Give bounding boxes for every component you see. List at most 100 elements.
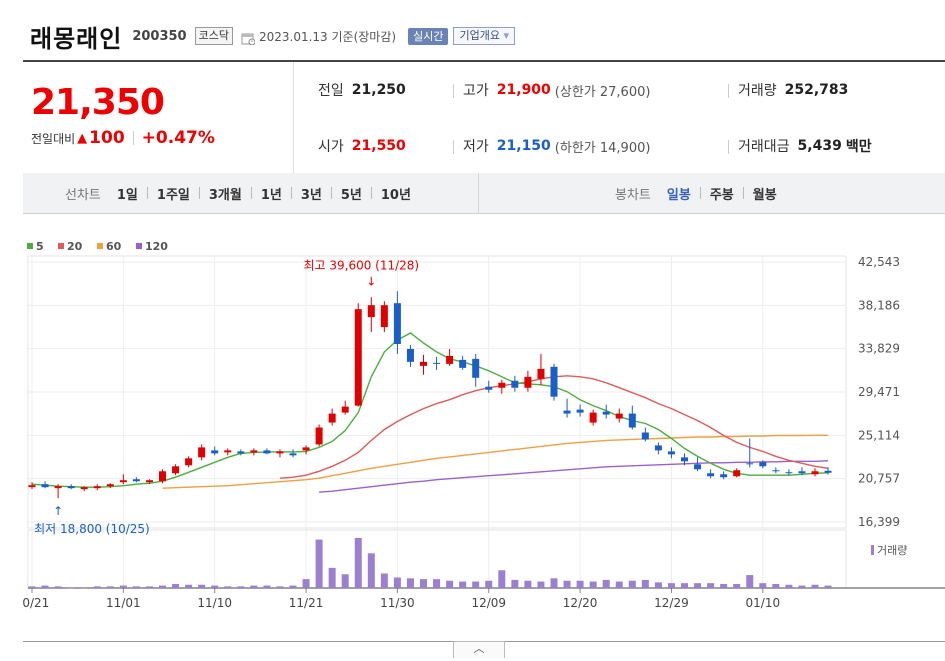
legend-label: 120	[145, 240, 168, 253]
candle-body	[54, 486, 62, 489]
volume-bar	[119, 585, 127, 588]
volume-bar	[511, 579, 519, 588]
tab-5y[interactable]: 5년	[340, 187, 362, 203]
calendar-icon	[241, 30, 256, 45]
divider	[250, 187, 252, 199]
volume: 거래량 252,783	[738, 80, 848, 100]
volume-bar	[472, 581, 480, 588]
open-label: 시가	[318, 139, 344, 155]
y-tick-label: 16,399	[858, 515, 900, 529]
chevron-up-icon: ︿	[473, 642, 485, 655]
candle-body	[224, 450, 232, 453]
stock-chart-svg[interactable]: 42,543 38,186 33,829 29,471 25,114 20,757 16,3…	[15, 230, 945, 650]
current-price: 21,350	[31, 82, 165, 123]
change-value: 100	[89, 128, 125, 148]
tab-10y[interactable]: 10년	[380, 187, 411, 203]
candle-body	[759, 462, 767, 467]
ma60-line	[162, 434, 829, 489]
volume-bar	[615, 581, 623, 588]
y-tick-label: 20,757	[858, 472, 900, 486]
volume-bar	[250, 585, 258, 588]
change-percent: +0.47%	[141, 128, 215, 148]
stock-code: 200350	[132, 28, 187, 44]
volume-bar	[524, 580, 532, 588]
tab-1w[interactable]: 1주일	[156, 187, 190, 203]
divider	[132, 131, 134, 145]
tab-weekly[interactable]: 주봉	[709, 187, 734, 203]
candle-body	[328, 413, 336, 423]
ma5-line	[31, 332, 829, 488]
volume-bar	[733, 583, 741, 588]
volume-bar	[54, 586, 62, 588]
volume-bar	[224, 586, 232, 588]
volume-bar	[420, 579, 427, 588]
candle-body	[263, 450, 271, 454]
x-tick-label: 01/10	[746, 596, 781, 610]
candle-body	[720, 474, 728, 478]
divider	[728, 84, 729, 98]
candle-body	[198, 447, 206, 458]
collapse-toggle-button[interactable]: ︿	[453, 641, 505, 658]
tab-3m[interactable]: 3개월	[208, 187, 242, 203]
candle-body	[380, 305, 388, 328]
arrow-down-icon: ↓	[366, 274, 376, 288]
company-info-label: 기업개요	[459, 29, 500, 42]
tab-monthly[interactable]: 월봉	[752, 187, 777, 203]
high-price: 고가 21,900 (상한가 27,600)	[463, 80, 650, 100]
y-tick-label: 42,543	[858, 255, 900, 269]
candle-body	[576, 409, 584, 413]
change-label: 전일대비	[31, 131, 76, 146]
volume-bar	[315, 539, 323, 588]
candle-body	[824, 470, 832, 473]
volume-bar	[681, 583, 688, 588]
volume-bar	[132, 586, 140, 588]
candle-body	[341, 406, 349, 413]
x-tick-label: 11/30	[380, 596, 415, 610]
candle-body	[615, 413, 623, 419]
divider	[478, 173, 479, 213]
candle-body	[537, 368, 545, 379]
candle-body	[563, 410, 571, 414]
candle-body	[41, 484, 49, 488]
chart-tabbar: 선차트 1일 1주일 3개월 1년 3년 5년 10년 봉차트 일봉 주봉 월봉	[23, 173, 945, 214]
tab-daily[interactable]: 일봉	[666, 187, 691, 203]
candle-body	[446, 355, 454, 364]
volume-bar	[406, 578, 414, 588]
tab-1y[interactable]: 1년	[260, 187, 282, 203]
candle-body	[433, 362, 441, 364]
lower-limit: (하한가 14,900)	[554, 140, 651, 156]
candle-body	[145, 480, 153, 483]
change-row: 전일대비 ▲ 100 +0.47%	[31, 128, 215, 148]
arrow-up-icon: ↑	[53, 504, 63, 518]
open-value: 21,550	[351, 138, 406, 154]
company-info-button[interactable]: 기업개요 ▾	[453, 27, 515, 45]
volume-bar	[93, 586, 101, 588]
volume-bar	[759, 583, 767, 588]
realtime-button[interactable]: 실시간	[408, 27, 449, 45]
tab-3y[interactable]: 3년	[300, 187, 322, 203]
tab-1d[interactable]: 1일	[116, 187, 138, 203]
ma120-line	[319, 460, 829, 493]
candle-chart-label: 봉차트	[615, 187, 651, 203]
candle-body	[28, 485, 36, 488]
divider	[699, 187, 701, 199]
candle-body	[276, 451, 284, 454]
title-row: 래몽래인 200350 코스닥 2023.01.13 기준(장마감) 실시간 기…	[30, 18, 515, 54]
prev-close-label: 전일	[318, 83, 344, 99]
candle-body	[602, 411, 610, 415]
y-tick-label: 25,114	[858, 428, 900, 442]
trade-amount: 거래대금 5,439 백만	[738, 136, 872, 156]
volume-bar	[628, 580, 636, 588]
volume-bar	[172, 583, 180, 588]
market-badge: 코스닥	[194, 27, 233, 45]
candle-body	[498, 382, 506, 388]
candle-body	[67, 486, 75, 489]
stock-chart[interactable]: 42,543 38,186 33,829 29,471 25,114 20,757 16,3…	[15, 230, 945, 650]
candle-body	[654, 445, 662, 451]
volume-bar	[145, 586, 153, 588]
upper-limit: (상한가 27,600)	[554, 84, 651, 100]
volume-legend-swatch	[871, 545, 874, 555]
candle-body	[367, 305, 375, 318]
candle-body	[80, 487, 88, 490]
volume-bar	[80, 587, 88, 589]
